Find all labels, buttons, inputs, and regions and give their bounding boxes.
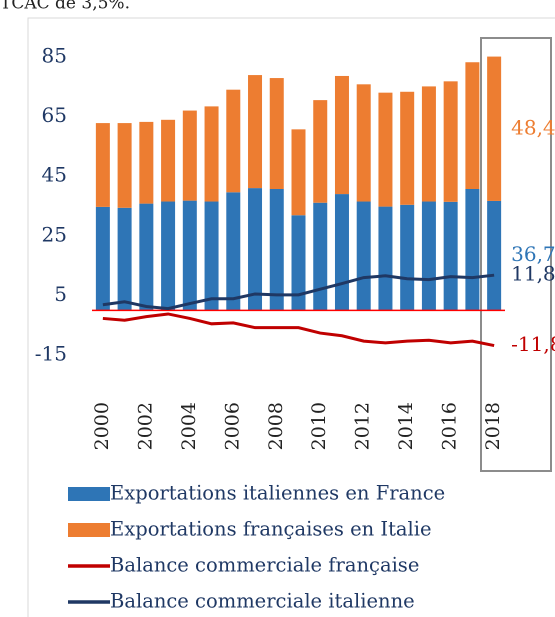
bar (248, 188, 263, 311)
bar (269, 78, 284, 189)
y-tick-label: 5 (54, 282, 67, 306)
x-tick-label: 2014 (395, 402, 417, 450)
bar (291, 215, 306, 311)
x-tick-label: 2016 (439, 402, 461, 450)
bar (204, 106, 219, 202)
legend-label: Exportations italiennes en France (110, 482, 445, 505)
bar (400, 204, 415, 311)
bar (421, 86, 436, 202)
x-tick-label: 2012 (352, 402, 374, 450)
bar (204, 201, 219, 311)
bar (117, 207, 132, 311)
y-tick-label: 65 (42, 103, 67, 127)
bar (226, 192, 241, 311)
bar (465, 62, 480, 189)
bar (334, 194, 349, 311)
value-label: 48,4 (511, 115, 555, 139)
legend-swatch (68, 523, 110, 537)
bar (182, 200, 197, 311)
legend-label: Balance commerciale italienne (110, 590, 415, 613)
bar (421, 201, 436, 311)
bar (334, 75, 349, 195)
bar (95, 123, 110, 207)
bar (487, 200, 502, 311)
bar (117, 123, 132, 208)
bar (161, 119, 176, 202)
bar (269, 189, 284, 311)
x-tick-label: 2006 (221, 402, 243, 450)
bar (313, 202, 328, 311)
line (102, 312, 495, 348)
bar (95, 206, 110, 311)
bar (248, 75, 263, 189)
legend-label: Balance commerciale française (110, 554, 419, 577)
x-tick-label: 2018 (482, 402, 504, 450)
bar (400, 91, 415, 205)
x-tick-label: 2010 (308, 402, 330, 450)
bar (291, 129, 306, 216)
bar (356, 84, 371, 202)
y-tick-label: 25 (42, 222, 67, 246)
highlight-box (480, 37, 552, 472)
chart-frame (27, 17, 555, 617)
value-label: 11,8 (511, 262, 555, 286)
x-tick-label: 2002 (134, 402, 156, 450)
x-tick-label: 2000 (91, 402, 113, 450)
y-tick-label: -15 (35, 342, 67, 366)
value-label: 36,7 (511, 242, 555, 266)
legend-label: Exportations françaises en Italie (110, 518, 432, 541)
bar (139, 121, 154, 204)
bar (226, 89, 241, 193)
bar (378, 92, 393, 207)
bar (443, 81, 458, 202)
bar (356, 201, 371, 311)
x-tick-label: 2008 (265, 402, 287, 450)
y-tick-label: 85 (42, 43, 67, 67)
bar (378, 206, 393, 311)
caption: TCAC de 3,5%. (0, 0, 130, 14)
value-label: -11,8 (511, 332, 555, 356)
legend-swatch (68, 487, 110, 501)
bar (487, 56, 502, 201)
bar (182, 110, 197, 201)
line (102, 273, 495, 311)
bar (161, 201, 176, 311)
bar (443, 201, 458, 311)
y-tick-label: 45 (42, 163, 67, 187)
bar (139, 203, 154, 311)
bar (313, 100, 328, 203)
bar (465, 189, 480, 311)
x-tick-label: 2004 (178, 402, 200, 450)
